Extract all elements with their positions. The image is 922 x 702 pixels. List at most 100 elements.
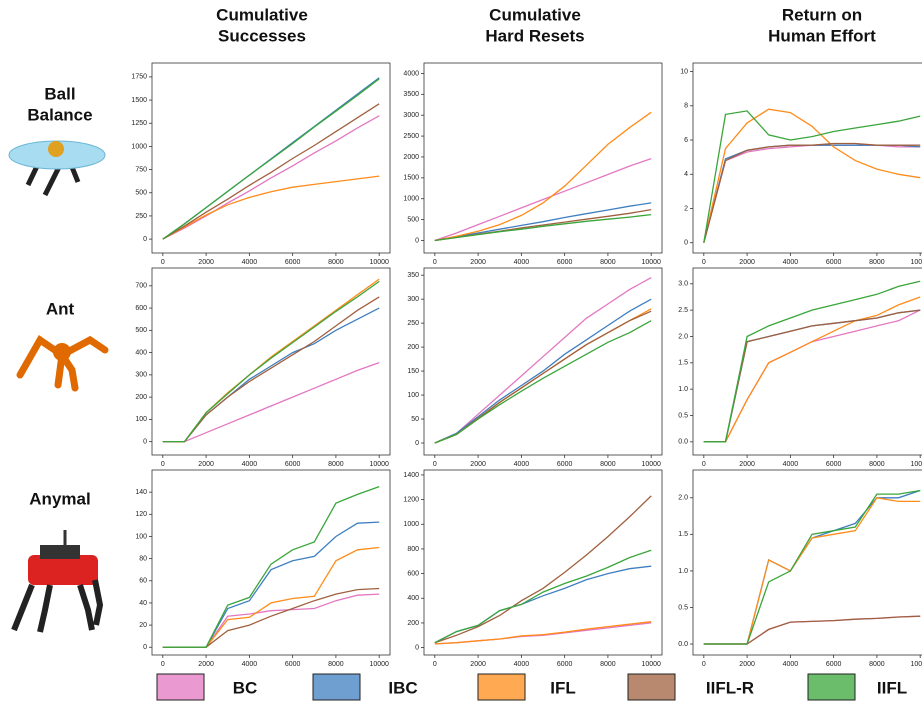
x-tick-label: 8000	[328, 259, 344, 266]
series-line	[163, 594, 379, 647]
y-tick-label: 600	[407, 570, 419, 577]
y-tick-label: 100	[135, 416, 147, 423]
ball-balance-robot	[9, 141, 105, 195]
x-tick-label: 6000	[826, 661, 842, 668]
x-tick-label: 8000	[869, 461, 885, 468]
series-line	[704, 616, 920, 644]
x-tick-label: 10000	[369, 661, 389, 668]
legend-swatch	[808, 674, 855, 700]
plot-frame	[152, 268, 390, 455]
series-line	[163, 78, 379, 239]
x-tick-label: 10000	[641, 259, 661, 266]
y-tick-label: 2000	[403, 154, 419, 161]
legend-label: IFL	[550, 678, 576, 697]
y-tick-label: 1000	[131, 143, 147, 150]
y-tick-label: 1000	[403, 196, 419, 203]
x-tick-label: 2000	[739, 461, 755, 468]
y-tick-label: 700	[135, 283, 147, 290]
y-tick-label: 2.0	[678, 495, 688, 502]
x-tick-label: 6000	[826, 461, 842, 468]
y-tick-label: 200	[407, 344, 419, 351]
y-tick-label: 0.0	[678, 641, 688, 648]
y-tick-label: 1.0	[678, 386, 688, 393]
legend-swatch	[628, 674, 675, 700]
y-tick-label: 2.0	[678, 333, 688, 340]
y-tick-label: 6	[684, 137, 688, 144]
y-tick-label: 50	[411, 416, 419, 423]
y-tick-label: 600	[135, 305, 147, 312]
y-tick-label: 0	[143, 644, 147, 651]
y-tick-label: 1500	[403, 175, 419, 182]
y-tick-label: 40	[139, 600, 147, 607]
x-tick-label: 6000	[826, 259, 842, 266]
x-tick-label: 0	[433, 661, 437, 668]
x-tick-label: 0	[161, 661, 165, 668]
column-title: Cumulative	[216, 5, 308, 24]
column-title: Hard Resets	[485, 26, 584, 45]
y-tick-label: 500	[407, 216, 419, 223]
y-tick-label: 140	[135, 489, 147, 496]
x-tick-label: 8000	[869, 661, 885, 668]
x-tick-label: 8000	[600, 661, 616, 668]
legend-swatch	[478, 674, 525, 700]
y-tick-label: 100	[407, 392, 419, 399]
series-line	[704, 616, 920, 644]
figure: CumulativeSuccessesCumulativeHard Resets…	[0, 0, 922, 702]
y-tick-label: 150	[407, 368, 419, 375]
series-line	[704, 297, 920, 442]
column-title: Return on	[782, 5, 862, 24]
plot-frame	[693, 268, 922, 455]
y-tick-label: 500	[135, 190, 147, 197]
y-tick-label: 2	[684, 205, 688, 212]
series-line	[435, 215, 651, 241]
plot-frame	[424, 470, 662, 655]
series-line	[435, 496, 651, 643]
x-tick-label: 10000	[641, 461, 661, 468]
x-tick-label: 8000	[600, 259, 616, 266]
x-tick-label: 4000	[783, 661, 799, 668]
row-label: Ball	[44, 84, 75, 103]
y-tick-label: 0	[415, 440, 419, 447]
plot-frame	[424, 268, 662, 455]
series-line	[704, 111, 920, 243]
x-tick-label: 4000	[242, 661, 258, 668]
y-tick-label: 200	[135, 394, 147, 401]
series-line	[435, 309, 651, 443]
y-tick-label: 0.0	[678, 439, 688, 446]
x-tick-label: 6000	[285, 661, 301, 668]
y-tick-label: 100	[135, 533, 147, 540]
column-title: Cumulative	[489, 5, 581, 24]
x-tick-label: 10000	[910, 461, 922, 468]
series-line	[704, 281, 920, 442]
y-tick-label: 500	[135, 327, 147, 334]
x-tick-label: 4000	[783, 461, 799, 468]
y-tick-label: 1400	[403, 472, 419, 479]
legend-swatch	[313, 674, 360, 700]
row-label: Anymal	[29, 489, 90, 508]
x-tick-label: 2000	[470, 259, 486, 266]
y-tick-label: 2.5	[678, 307, 688, 314]
y-tick-label: 60	[139, 578, 147, 585]
y-tick-label: 0	[143, 236, 147, 243]
legend-label: IIFL	[877, 678, 907, 697]
y-tick-label: 1200	[403, 496, 419, 503]
series-line	[163, 522, 379, 647]
x-tick-label: 4000	[783, 259, 799, 266]
x-tick-label: 6000	[557, 259, 573, 266]
y-tick-label: 250	[135, 213, 147, 220]
x-tick-label: 0	[161, 259, 165, 266]
x-tick-label: 4000	[514, 661, 530, 668]
row-label: Ant	[46, 299, 75, 318]
series-line	[704, 109, 920, 243]
legend-label: IBC	[388, 678, 417, 697]
series-line	[163, 176, 379, 239]
y-tick-label: 20	[139, 622, 147, 629]
x-tick-label: 2000	[470, 461, 486, 468]
series-line	[435, 203, 651, 241]
x-tick-label: 2000	[470, 661, 486, 668]
anymal-robot	[14, 530, 100, 632]
y-tick-label: 400	[135, 349, 147, 356]
series-line	[435, 623, 651, 644]
x-tick-label: 2000	[198, 461, 214, 468]
x-tick-label: 0	[433, 461, 437, 468]
